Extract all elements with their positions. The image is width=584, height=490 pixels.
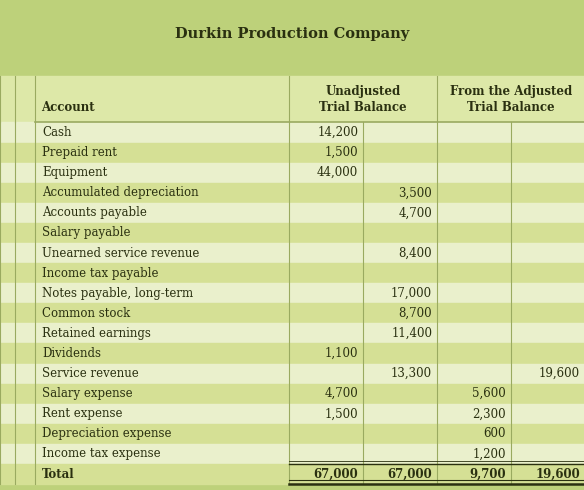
Text: 44,000: 44,000 <box>317 166 358 179</box>
Bar <box>0 263 584 283</box>
Bar <box>0 424 584 444</box>
Bar <box>0 122 584 143</box>
Text: 1,500: 1,500 <box>325 407 358 420</box>
Text: 5,600: 5,600 <box>472 387 506 400</box>
Text: Cash: Cash <box>42 126 72 139</box>
Text: Equipment: Equipment <box>42 166 107 179</box>
Text: Depreciation expense: Depreciation expense <box>42 427 172 441</box>
Text: Retained earnings: Retained earnings <box>42 327 151 340</box>
Text: Salary payable: Salary payable <box>42 226 131 240</box>
Text: 1,200: 1,200 <box>472 447 506 461</box>
Bar <box>0 303 584 323</box>
Text: 13,300: 13,300 <box>391 367 432 380</box>
Text: Income tax payable: Income tax payable <box>42 267 158 280</box>
Text: Prepaid rent: Prepaid rent <box>42 146 117 159</box>
Bar <box>0 223 584 243</box>
Text: 9,700: 9,700 <box>470 467 506 481</box>
Text: 17,000: 17,000 <box>391 287 432 300</box>
Bar <box>0 384 584 404</box>
Text: 19,600: 19,600 <box>539 367 580 380</box>
Text: Unadjusted
Trial Balance: Unadjusted Trial Balance <box>319 85 407 114</box>
Text: Account: Account <box>41 100 95 114</box>
Text: Rent expense: Rent expense <box>42 407 123 420</box>
Text: Salary expense: Salary expense <box>42 387 133 400</box>
Text: 67,000: 67,000 <box>314 467 358 481</box>
Text: From the Adjusted
Trial Balance: From the Adjusted Trial Balance <box>450 85 572 114</box>
Bar <box>0 143 584 163</box>
Text: 8,700: 8,700 <box>398 307 432 320</box>
Text: 3,500: 3,500 <box>398 186 432 199</box>
Text: 600: 600 <box>484 427 506 441</box>
Text: 1,500: 1,500 <box>325 146 358 159</box>
Text: Service revenue: Service revenue <box>42 367 139 380</box>
Text: Unearned service revenue: Unearned service revenue <box>42 246 199 260</box>
Text: 14,200: 14,200 <box>317 126 358 139</box>
Bar <box>0 183 584 203</box>
Bar <box>0 404 584 424</box>
Text: Notes payable, long-term: Notes payable, long-term <box>42 287 193 300</box>
Text: Accounts payable: Accounts payable <box>42 206 147 220</box>
Bar <box>0 203 584 223</box>
Text: Accumulated depreciation: Accumulated depreciation <box>42 186 199 199</box>
Text: 67,000: 67,000 <box>387 467 432 481</box>
Text: Income tax expense: Income tax expense <box>42 447 161 461</box>
Text: 4,700: 4,700 <box>325 387 358 400</box>
Text: 19,600: 19,600 <box>535 467 580 481</box>
Bar <box>0 464 584 484</box>
Bar <box>0 343 584 364</box>
Bar <box>0 0 584 76</box>
Text: Dividends: Dividends <box>42 347 101 360</box>
Text: Durkin Production Company: Durkin Production Company <box>175 27 409 41</box>
Text: 8,400: 8,400 <box>398 246 432 260</box>
Bar <box>0 243 584 263</box>
Bar <box>0 364 584 384</box>
Bar <box>0 283 584 303</box>
Text: 2,300: 2,300 <box>472 407 506 420</box>
Text: Common stock: Common stock <box>42 307 130 320</box>
Text: Total: Total <box>42 467 75 481</box>
Bar <box>0 444 584 464</box>
Text: 11,400: 11,400 <box>391 327 432 340</box>
Text: 1,100: 1,100 <box>325 347 358 360</box>
Bar <box>0 163 584 183</box>
Text: 4,700: 4,700 <box>398 206 432 220</box>
Bar <box>0 323 584 343</box>
Bar <box>0 76 584 122</box>
